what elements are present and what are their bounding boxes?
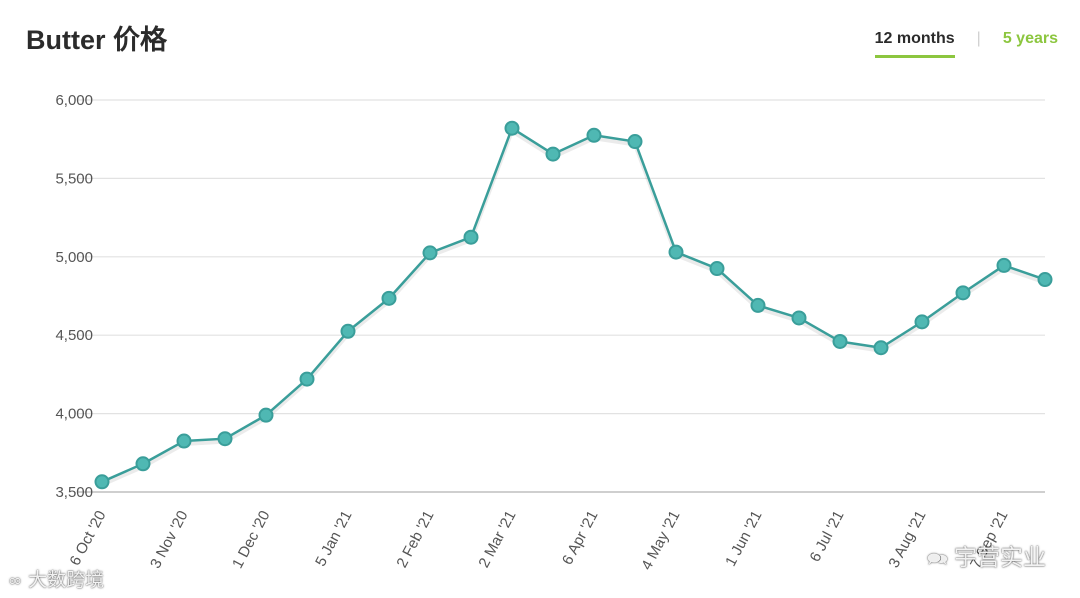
data-point[interactable] (258, 407, 274, 423)
x-tick-label: 1 Dec '20 (229, 508, 274, 572)
tab-12-months[interactable]: 12 months (874, 30, 955, 58)
chart-title: Butter 价格 (26, 25, 167, 55)
data-point[interactable] (955, 285, 971, 301)
x-tick-label: 6 Apr '21 (559, 508, 602, 568)
data-point[interactable] (1037, 272, 1053, 288)
x-tick-label: 2 Feb '21 (393, 508, 437, 571)
y-tick-label: 5,500 (55, 170, 93, 187)
x-tick-label: 6 Oct '20 (67, 508, 110, 569)
y-tick-label: 6,000 (55, 92, 93, 109)
watermark-right-text: 宇营实业 (954, 545, 1046, 571)
data-point[interactable] (709, 261, 725, 277)
y-tick-label: 5,000 (55, 249, 93, 266)
watermark-left: ∞ 大数跨境 (8, 565, 104, 592)
x-tick-label: 4 May '21 (638, 508, 683, 573)
series-group (94, 120, 1053, 490)
data-point[interactable] (504, 120, 520, 136)
data-point[interactable] (586, 127, 602, 143)
data-point[interactable] (750, 297, 766, 313)
data-point[interactable] (996, 257, 1012, 273)
data-point[interactable] (217, 431, 233, 447)
data-point[interactable] (463, 229, 479, 245)
data-point[interactable] (545, 146, 561, 162)
x-tick-label: 3 Aug '21 (885, 508, 929, 571)
y-axis-ticks: 3,500 4,000 4,500 5,000 5,500 6,000 (55, 92, 93, 501)
data-point[interactable] (94, 474, 110, 490)
grid-lines (78, 99, 1045, 493)
series-line (101, 126, 1046, 483)
data-point[interactable] (914, 314, 930, 330)
data-point[interactable] (422, 245, 438, 261)
watermark-left-text: 大数跨境 (28, 569, 105, 591)
data-point[interactable] (791, 310, 807, 326)
data-point[interactable] (135, 456, 151, 472)
watermark-right: 🗪 宇营实业 (927, 538, 1046, 576)
data-point[interactable] (176, 433, 192, 449)
x-axis-ticks: 6 Oct '20 3 Nov '20 1 Dec '20 5 Jan '21 2 Fe… (67, 508, 1012, 573)
y-tick-label: 4,500 (55, 327, 93, 344)
x-tick-label: 6 Jul '21 (807, 508, 848, 565)
data-point[interactable] (627, 134, 643, 150)
y-tick-label: 4,000 (55, 406, 93, 423)
data-point[interactable] (299, 371, 315, 387)
x-tick-label: 3 Nov '20 (147, 508, 192, 572)
data-point[interactable] (340, 323, 356, 339)
y-tick-label: 3,500 (55, 484, 93, 501)
x-tick-label: 5 Jan '21 (312, 508, 355, 569)
data-point[interactable] (873, 340, 889, 356)
x-tick-label: 1 Jun '21 (722, 508, 765, 569)
link-icon: ∞ (8, 571, 23, 591)
series-line-shadow (101, 128, 1046, 487)
data-point[interactable] (832, 333, 848, 349)
x-tick-label: 2 Mar '21 (475, 508, 519, 571)
tab-5-years[interactable]: 5 years (1002, 30, 1058, 47)
range-tabs: 12 months | 5 years (874, 30, 1058, 58)
tab-divider: | (976, 30, 981, 47)
wechat-icon: 🗪 (926, 550, 948, 570)
data-point[interactable] (381, 290, 397, 306)
data-point[interactable] (668, 244, 684, 260)
